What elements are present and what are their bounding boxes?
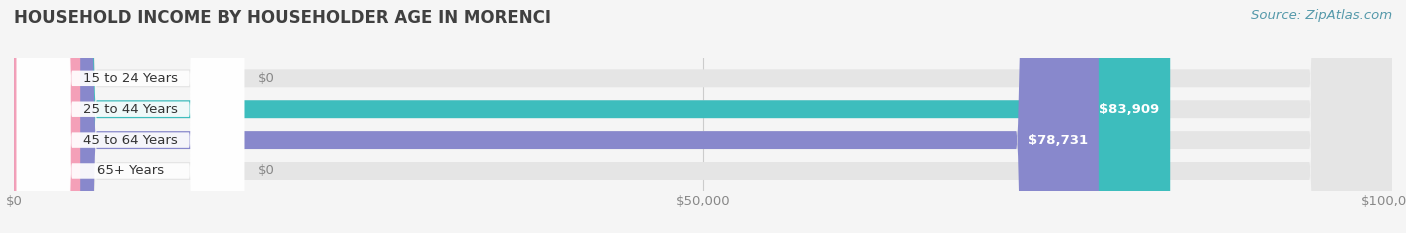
FancyBboxPatch shape <box>14 0 80 233</box>
FancyBboxPatch shape <box>14 0 1392 233</box>
Text: 45 to 64 Years: 45 to 64 Years <box>83 134 179 147</box>
FancyBboxPatch shape <box>14 0 1170 233</box>
Text: $0: $0 <box>257 72 274 85</box>
FancyBboxPatch shape <box>17 0 245 233</box>
Text: HOUSEHOLD INCOME BY HOUSEHOLDER AGE IN MORENCI: HOUSEHOLD INCOME BY HOUSEHOLDER AGE IN M… <box>14 9 551 27</box>
FancyBboxPatch shape <box>14 0 1392 233</box>
FancyBboxPatch shape <box>14 0 1392 233</box>
Text: 15 to 24 Years: 15 to 24 Years <box>83 72 179 85</box>
FancyBboxPatch shape <box>17 0 245 233</box>
Text: $83,909: $83,909 <box>1099 103 1159 116</box>
Text: $0: $0 <box>257 164 274 178</box>
Text: Source: ZipAtlas.com: Source: ZipAtlas.com <box>1251 9 1392 22</box>
FancyBboxPatch shape <box>14 0 1099 233</box>
Text: $78,731: $78,731 <box>1028 134 1088 147</box>
FancyBboxPatch shape <box>14 0 1392 233</box>
FancyBboxPatch shape <box>17 0 245 233</box>
FancyBboxPatch shape <box>17 0 245 233</box>
FancyBboxPatch shape <box>14 0 80 233</box>
Text: 25 to 44 Years: 25 to 44 Years <box>83 103 179 116</box>
Text: 65+ Years: 65+ Years <box>97 164 165 178</box>
